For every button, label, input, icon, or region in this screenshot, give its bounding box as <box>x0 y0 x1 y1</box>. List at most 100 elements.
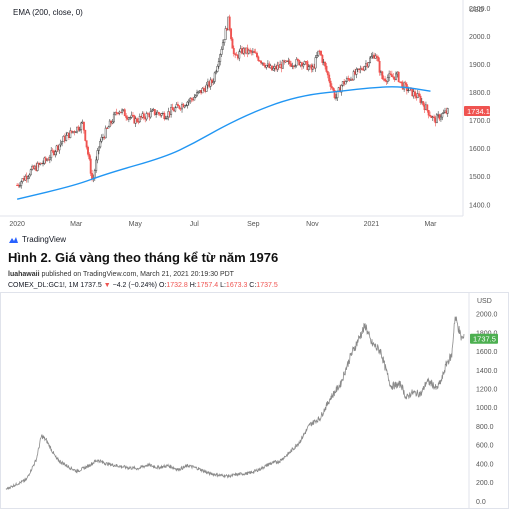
candle-body <box>217 61 220 67</box>
candle-body <box>377 57 380 62</box>
candle-body <box>130 114 133 118</box>
candle-body <box>84 129 87 141</box>
candle-body <box>253 50 256 53</box>
symbol-name: COMEX_DL:GC1!, 1M 1737.5 <box>8 282 102 289</box>
candle-body <box>446 108 449 114</box>
bottom-y-tick-label: 1600.0 <box>476 349 498 356</box>
candle-body <box>151 109 153 112</box>
candle-body <box>441 113 444 118</box>
candle-body <box>175 104 178 108</box>
candle-body <box>112 113 115 123</box>
candle-body <box>296 59 299 61</box>
candle-body <box>426 104 429 111</box>
candle-body <box>108 120 111 128</box>
candle-body <box>187 100 190 103</box>
candle-body <box>228 16 231 30</box>
tradingview-logo-text: TradingView <box>22 235 67 244</box>
top-last-price-tag: 1734.1 <box>464 106 490 117</box>
candle-body <box>186 101 189 106</box>
candle-body <box>235 54 238 56</box>
publish-info: luahawaii published on TradingView.com, … <box>8 271 234 278</box>
candle-body <box>183 105 186 108</box>
candle-body <box>427 110 430 116</box>
candle-body <box>36 163 39 171</box>
top-chart-background <box>0 0 509 232</box>
candle-body <box>97 146 100 151</box>
candle-body <box>332 87 335 91</box>
candle-body <box>197 91 200 93</box>
candle-body <box>166 116 168 119</box>
candle-body <box>260 60 263 64</box>
candle-body <box>294 65 297 68</box>
candle-body <box>272 68 275 71</box>
candle-body <box>388 73 391 78</box>
candle-body <box>435 114 438 124</box>
candle-body <box>335 97 337 99</box>
candle-body <box>329 80 332 87</box>
candle-body <box>27 176 29 180</box>
candle-body <box>178 105 181 109</box>
candle-body <box>111 121 114 124</box>
candle-body <box>324 61 327 67</box>
candle-body <box>89 158 92 174</box>
candle-body <box>344 81 347 85</box>
candle-body <box>404 82 407 85</box>
candle-body <box>142 113 145 119</box>
candle-body <box>59 142 62 146</box>
candle-body <box>216 66 219 72</box>
candle-body <box>262 62 265 66</box>
candle-body <box>61 141 64 144</box>
candle-body <box>170 107 173 115</box>
candle-body <box>155 113 158 115</box>
candle-body <box>136 118 139 122</box>
candle-body <box>257 56 260 61</box>
candle-body <box>288 60 291 64</box>
candle-body <box>347 78 350 80</box>
candle-body <box>414 91 416 97</box>
candle-body <box>307 66 310 70</box>
candle-body <box>271 65 273 71</box>
candle-body <box>315 55 318 58</box>
figure-caption: Hình 2. Giá vàng theo tháng kể từ năm 19… <box>8 250 279 265</box>
bottom-chart-background <box>0 292 509 509</box>
publish-details: published on TradingView.com, March 21, … <box>39 271 234 278</box>
candle-body <box>281 60 284 69</box>
candle-body <box>363 66 366 71</box>
candle-body <box>50 150 53 159</box>
candle-body <box>256 52 258 58</box>
candle-body <box>138 116 141 123</box>
candle-body <box>317 50 320 56</box>
candle-body <box>333 90 336 99</box>
candle-body <box>234 53 237 55</box>
high-value: 1757.4 <box>196 282 219 289</box>
top-y-tick-label: 1800.0 <box>469 90 491 97</box>
candle-body <box>223 39 226 44</box>
candle-body <box>221 42 224 50</box>
open-label: O: <box>158 282 167 289</box>
candle-body <box>129 117 132 119</box>
top-x-tick-label: 2021 <box>364 221 380 228</box>
candle-body <box>369 57 372 63</box>
top-x-tick-label: 2020 <box>9 221 25 228</box>
candle-body <box>74 131 77 133</box>
candle-body <box>95 159 98 171</box>
candle-body <box>127 117 130 120</box>
candle-body <box>201 88 204 94</box>
candle-body <box>88 154 91 160</box>
candle-body <box>400 81 403 84</box>
top-y-tick-label: 1900.0 <box>469 62 491 69</box>
candle-body <box>325 65 328 72</box>
bottom-y-tick-label: 1200.0 <box>476 387 498 394</box>
bottom-y-tick-label: 800.0 <box>476 424 494 431</box>
candle-body <box>209 79 212 87</box>
candle-body <box>375 55 378 58</box>
candle-body <box>164 118 167 120</box>
tradingview-logo[interactable]: TradingView <box>8 235 66 244</box>
candle-body <box>160 113 163 116</box>
candle-body <box>389 73 392 75</box>
candle-body <box>106 127 109 129</box>
candle-body <box>78 129 81 131</box>
candle-body <box>213 72 216 82</box>
bottom-y-tick-label: 200.0 <box>476 480 494 487</box>
low-label: L: <box>220 282 226 289</box>
